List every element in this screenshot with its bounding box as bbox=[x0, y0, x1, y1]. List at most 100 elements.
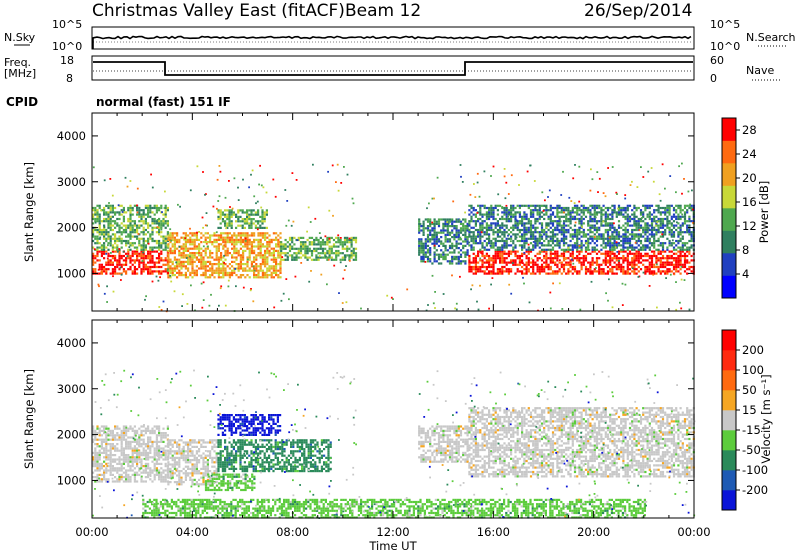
freq-label: Freq. bbox=[4, 56, 31, 69]
colorbar-tick-label: 24 bbox=[742, 147, 757, 161]
y-tick-label: 2000 bbox=[57, 221, 86, 235]
colorbar-swatch bbox=[722, 208, 736, 231]
colorbar-tick-label: 50 bbox=[742, 383, 757, 397]
colorbar-tick-label: 28 bbox=[742, 123, 757, 137]
freq-trace bbox=[93, 61, 693, 76]
nsearch-label: N.Search bbox=[746, 31, 796, 44]
power-data bbox=[92, 162, 695, 313]
colorbar-tick-label: -15 bbox=[742, 423, 761, 437]
velocity-echo-region bbox=[92, 425, 169, 483]
colorbar-swatch bbox=[722, 118, 736, 141]
freq-panel: Freq. [MHz] 18 8 60 0 Nave bbox=[4, 54, 782, 85]
colorbar-swatch bbox=[722, 490, 736, 511]
cpid-value: normal (fast) 151 IF bbox=[96, 95, 231, 109]
x-tick-label: 16:00 bbox=[477, 525, 510, 539]
velocity-scatter-echoes bbox=[92, 369, 696, 519]
colorbar-swatch bbox=[722, 140, 736, 164]
velocity-echo-region bbox=[217, 439, 332, 473]
freq-tick-bottom: 8 bbox=[66, 72, 73, 85]
x-tick-label: 04:00 bbox=[176, 525, 209, 539]
colorbar-frame bbox=[721, 117, 737, 299]
colorbar-tick-label: 20 bbox=[742, 171, 757, 185]
colorbar-tick-label: 16 bbox=[742, 195, 757, 209]
velocity-echo-region bbox=[142, 498, 646, 519]
date-label: 26/Sep/2014 bbox=[584, 1, 692, 21]
power-echo-region bbox=[167, 232, 282, 279]
x-tick-label: 00:00 bbox=[75, 525, 108, 539]
nsearch-tick-top: 10^5 bbox=[710, 18, 740, 31]
colorbar-swatch bbox=[722, 185, 736, 209]
velocity-echo-region bbox=[217, 414, 282, 436]
nave-tick-top: 60 bbox=[710, 54, 724, 67]
colorbar-swatch bbox=[722, 370, 736, 391]
nsky-panel: N.Sky 10^5 10^0 10^5 10^0 N.Search bbox=[4, 18, 796, 53]
x-tick-label: 08:00 bbox=[276, 525, 309, 539]
colorbar-swatch bbox=[722, 330, 736, 351]
colorbar-swatch bbox=[722, 350, 736, 371]
colorbar-swatch bbox=[722, 390, 736, 411]
colorbar-tick-label: 4 bbox=[742, 267, 749, 281]
power-echo-region bbox=[217, 209, 268, 229]
colorbar-swatch bbox=[722, 275, 736, 299]
velocity-data bbox=[92, 369, 696, 519]
x-axis-label: Time UT bbox=[368, 539, 417, 553]
power-colorbar: 4 8 12 16 20 24 28 bbox=[721, 117, 757, 299]
power-echo-region bbox=[280, 236, 358, 261]
power-panel: 1000 2000 3000 4000 Slant Range [km] bbox=[22, 112, 695, 313]
nsky-trace bbox=[92, 35, 692, 49]
velocity-echo-region bbox=[468, 407, 695, 478]
y-tick-label: 3000 bbox=[57, 382, 86, 396]
colorbar-tick-label: -200 bbox=[742, 483, 768, 497]
velocity-cbar-label: Velocity [m s⁻¹] bbox=[759, 374, 773, 463]
freq-tick-top: 18 bbox=[60, 54, 74, 67]
colorbar-tick-label: 12 bbox=[742, 219, 757, 233]
x-tick-label: 12:00 bbox=[376, 525, 409, 539]
colorbar-swatch bbox=[722, 410, 736, 431]
power-echo-region bbox=[468, 250, 695, 275]
y-tick-label: 4000 bbox=[57, 129, 86, 143]
beam-label: Beam 12 bbox=[345, 1, 421, 21]
nsky-tick-bottom: 10^0 bbox=[52, 40, 82, 53]
freq-unit: [MHz] bbox=[4, 67, 36, 80]
colorbar-swatch bbox=[722, 230, 736, 254]
x-tick-label: 20:00 bbox=[577, 525, 610, 539]
power-echo-region bbox=[92, 204, 169, 251]
colorbar-frame bbox=[721, 329, 737, 511]
nsky-label: N.Sky bbox=[4, 31, 36, 44]
cpid-label: CPID bbox=[6, 95, 38, 109]
nave-label: Nave bbox=[746, 64, 774, 77]
colorbar-swatch bbox=[722, 430, 736, 451]
colorbar-tick-label: 100 bbox=[742, 363, 764, 377]
colorbar-swatch bbox=[722, 253, 736, 276]
colorbar-tick-label: 200 bbox=[742, 343, 764, 357]
velocity-panel: 1000 2000 3000 4000 Slant Range [km] bbox=[22, 319, 696, 519]
x-tick-label: 00:00 bbox=[677, 525, 710, 539]
velocity-echo-region bbox=[418, 425, 469, 463]
power-echo-region bbox=[418, 218, 469, 265]
power-ylabel: Slant Range [km] bbox=[22, 162, 36, 262]
velocity-y-ticks: 1000 2000 3000 4000 bbox=[57, 320, 695, 518]
nsky-tick-top: 10^5 bbox=[52, 18, 82, 31]
y-tick-label: 1000 bbox=[57, 266, 86, 280]
colorbar-tick-label: -50 bbox=[742, 443, 761, 457]
colorbar-tick-label: -100 bbox=[742, 463, 768, 477]
colorbar-swatch bbox=[722, 470, 736, 491]
y-tick-label: 1000 bbox=[57, 473, 86, 487]
plot-title: Christmas Valley East (fitACF) bbox=[92, 1, 345, 21]
nave-tick-bottom: 0 bbox=[710, 72, 717, 85]
power-scatter-echoes bbox=[92, 162, 694, 313]
y-tick-label: 3000 bbox=[57, 175, 86, 189]
colorbar-tick-label: 8 bbox=[742, 243, 749, 257]
velocity-echo-region bbox=[167, 439, 218, 486]
power-cbar-label: Power [dB] bbox=[757, 181, 771, 244]
colorbar-tick-label: 15 bbox=[742, 403, 757, 417]
y-tick-label: 4000 bbox=[57, 336, 86, 350]
colorbar-swatch bbox=[722, 450, 736, 471]
velocity-ylabel: Slant Range [km] bbox=[22, 369, 36, 469]
velocity-colorbar: 200 100 50 15 -15 -50 -100 -200 bbox=[721, 329, 768, 511]
colorbar-swatch bbox=[722, 163, 736, 186]
x-axis-ticks: 00:00 04:00 08:00 12:00 16:00 20:00 00:00 bbox=[75, 525, 710, 539]
nsearch-tick-bottom: 10^0 bbox=[710, 40, 740, 53]
y-tick-label: 2000 bbox=[57, 428, 86, 442]
